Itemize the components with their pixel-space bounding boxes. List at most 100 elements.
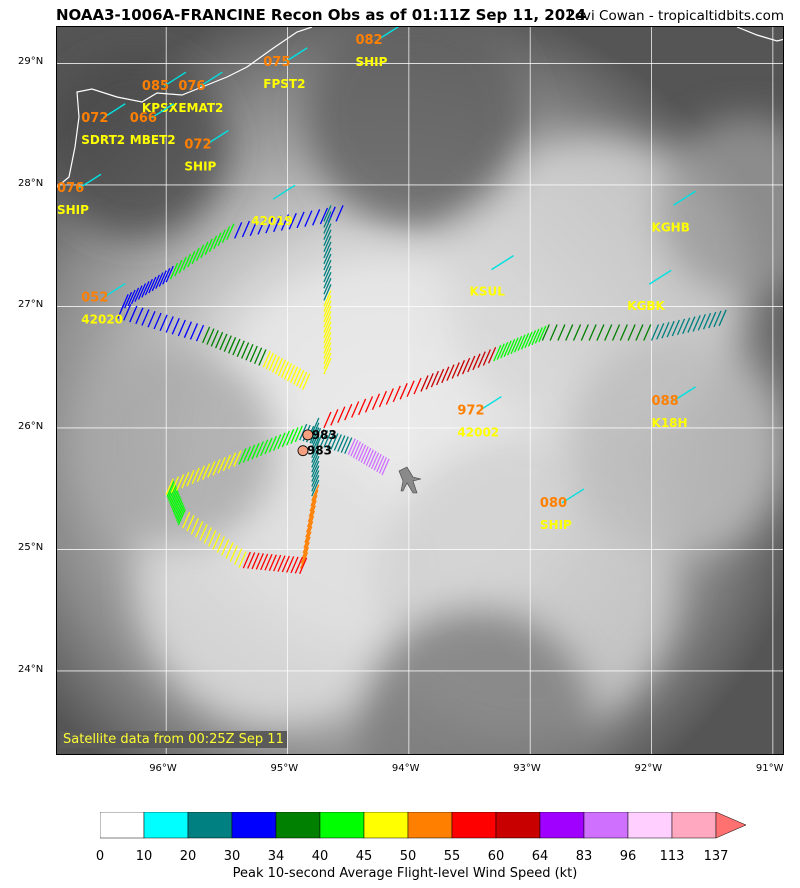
wind-barb bbox=[127, 289, 136, 307]
wind-barb bbox=[520, 333, 530, 350]
wind-barb bbox=[451, 362, 460, 379]
wind-barb bbox=[311, 436, 320, 454]
station-id[interactable]: KSUL bbox=[470, 285, 506, 299]
station-id[interactable]: SHIP bbox=[57, 203, 89, 217]
wind-barb bbox=[302, 536, 311, 554]
station-id[interactable]: FPST2 bbox=[263, 77, 305, 91]
colorbar-tick-label: 34 bbox=[267, 849, 285, 864]
wind-barb bbox=[549, 324, 558, 341]
station-wind-barb bbox=[102, 103, 126, 119]
wind-barb bbox=[165, 478, 174, 496]
station-id[interactable]: SHIP bbox=[184, 160, 216, 174]
wind-barb bbox=[572, 324, 582, 341]
station-id[interactable]: 42002 bbox=[457, 426, 499, 440]
colorbar-segment bbox=[627, 811, 673, 839]
wind-barb bbox=[300, 547, 309, 564]
wind-barb bbox=[311, 446, 320, 463]
wind-barb bbox=[186, 469, 195, 487]
wind-barb bbox=[311, 470, 320, 487]
station-id[interactable]: KPSX bbox=[142, 101, 179, 115]
wind-barb bbox=[604, 324, 613, 341]
station-observations: 082 SHIP 075 FPST2 085 KPSX 076 EMAT2 072 SDRT2 06… bbox=[57, 27, 696, 532]
wind-barb bbox=[340, 436, 349, 453]
wind-barb bbox=[358, 444, 367, 462]
wind-barb bbox=[222, 454, 231, 472]
station-pressure: 088 bbox=[652, 394, 679, 409]
wind-barb bbox=[420, 375, 429, 392]
wind-barb bbox=[309, 426, 318, 444]
station-id[interactable]: 42020 bbox=[81, 313, 123, 327]
credit-text: Levi Cowan - tropicaltidbits.com bbox=[567, 8, 784, 24]
wind-barb bbox=[268, 435, 277, 453]
station-id[interactable]: EMAT2 bbox=[178, 101, 223, 115]
wind-barb bbox=[233, 450, 242, 467]
wind-barb bbox=[221, 539, 230, 556]
wind-barb bbox=[323, 411, 332, 429]
wind-barb bbox=[687, 316, 696, 333]
station-id[interactable]: KGBK bbox=[627, 299, 665, 313]
lat-tick-label: 27°N bbox=[18, 299, 44, 311]
wind-barb bbox=[283, 363, 293, 380]
wind-barb bbox=[507, 338, 516, 356]
wind-barb bbox=[697, 314, 706, 331]
station-pressure: 052 bbox=[81, 291, 108, 306]
wind-barb bbox=[258, 349, 267, 366]
wind-barb bbox=[323, 229, 332, 246]
wind-barb bbox=[312, 428, 322, 445]
wind-barb bbox=[290, 427, 299, 444]
station-id[interactable]: SHIP bbox=[355, 55, 387, 69]
wind-barb bbox=[344, 437, 353, 454]
wind-barb bbox=[311, 479, 320, 497]
station-id[interactable]: MBET2 bbox=[130, 133, 176, 147]
lat-tick-label: 29°N bbox=[18, 56, 44, 68]
station-id[interactable]: 42019 bbox=[251, 214, 293, 228]
colorbar bbox=[99, 811, 760, 846]
station-pressure: 085 bbox=[142, 79, 169, 94]
wind-barb bbox=[212, 533, 221, 550]
wind-barb bbox=[477, 351, 486, 368]
wind-barb bbox=[277, 432, 286, 450]
wind-barb bbox=[168, 485, 177, 502]
wind-barb bbox=[661, 321, 670, 339]
wind-barb bbox=[323, 311, 332, 328]
wind-barb bbox=[303, 531, 312, 548]
wind-barb bbox=[671, 319, 680, 337]
coastline bbox=[57, 27, 313, 188]
colorbar-segment bbox=[407, 811, 453, 839]
wind-barb bbox=[310, 489, 319, 507]
wind-barb bbox=[702, 312, 712, 330]
wind-barb bbox=[311, 427, 320, 444]
wind-barb bbox=[337, 406, 346, 424]
station-id[interactable]: SDRT2 bbox=[81, 133, 125, 147]
recon-map[interactable]: 082 SHIP 075 FPST2 085 KPSX 076 EMAT2 072 SDRT2 06… bbox=[56, 26, 784, 755]
colorbar-tick-label: 10 bbox=[135, 849, 153, 864]
station-id[interactable]: K18H bbox=[652, 416, 688, 430]
wind-barb bbox=[176, 474, 185, 491]
wind-barb bbox=[312, 209, 321, 226]
wind-barb bbox=[219, 333, 228, 351]
wind-barb bbox=[169, 262, 179, 280]
wind-barb bbox=[503, 340, 512, 357]
wind-barb bbox=[271, 356, 280, 373]
station-id[interactable]: SHIP bbox=[540, 518, 572, 532]
wind-barb bbox=[251, 552, 260, 570]
colorbar-segment bbox=[451, 811, 497, 839]
wind-barb bbox=[236, 340, 245, 358]
dropsonde-marker[interactable] bbox=[302, 429, 314, 441]
wind-barb bbox=[326, 432, 335, 449]
colorbar-tick-label: 50 bbox=[399, 849, 417, 864]
lon-tick-label: 96°W bbox=[149, 763, 177, 774]
wind-barb bbox=[174, 259, 183, 277]
wind-barb bbox=[206, 328, 215, 345]
colorbar-tick-label: 0 bbox=[95, 849, 105, 864]
dropsonde-marker[interactable] bbox=[297, 445, 309, 457]
colorbar-tick-label: 83 bbox=[575, 849, 593, 864]
wind-barb bbox=[323, 259, 332, 277]
wind-barb bbox=[171, 317, 180, 335]
wind-barb bbox=[187, 250, 196, 268]
wind-barb bbox=[627, 324, 636, 341]
wind-barb bbox=[352, 441, 361, 459]
wind-barb bbox=[514, 336, 523, 353]
station-id[interactable]: KGHB bbox=[652, 220, 690, 234]
wind-barb bbox=[165, 265, 174, 283]
